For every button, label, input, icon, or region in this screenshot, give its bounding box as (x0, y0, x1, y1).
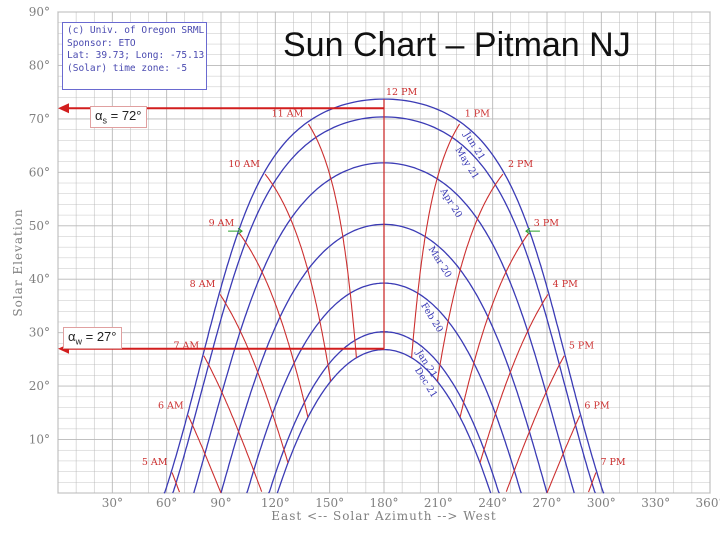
y-tick-label: 20° (29, 379, 50, 393)
arrow-left-icon (58, 103, 69, 114)
hour-line-curve (587, 472, 597, 493)
x-tick-label: 180° (370, 496, 399, 510)
x-tick-label: 360° (696, 496, 720, 510)
hour-line-curve (459, 232, 530, 418)
y-tick-label: 90° (29, 5, 50, 19)
hour-line-curve (546, 415, 581, 494)
hour-line-label: 1 PM (465, 108, 490, 119)
y-tick-label: 40° (29, 272, 50, 286)
hour-line-label: 7 AM (173, 341, 199, 352)
x-tick-label: 210° (424, 496, 453, 510)
y-tick-label: 30° (29, 326, 50, 340)
info-line-1: (c) Univ. of Oregon SRML (67, 25, 205, 36)
hour-line-curve (264, 173, 332, 382)
date-path-label: Apr 20 (437, 186, 464, 220)
hour-line-label: 7 PM (600, 457, 625, 468)
info-line-4: (Solar) time zone: -5 (67, 62, 188, 74)
hour-line-curve (505, 355, 565, 492)
summer-altitude-value: = 72° (107, 108, 142, 123)
info-line-3: Lat: 39.73; Long: -75.13 (67, 50, 205, 62)
hour-line-label: 6 PM (584, 400, 609, 411)
hour-line-curve (171, 472, 181, 493)
hour-line-label: 4 PM (553, 279, 578, 290)
x-tick-label: 90° (210, 496, 231, 510)
slide-title: Sun Chart – Pitman NJ (283, 26, 631, 64)
hour-line-label: 11 AM (272, 108, 304, 119)
y-tick-label: 70° (29, 112, 50, 126)
x-tick-label: 270° (533, 496, 562, 510)
info-line-2: Sponsor: ETO (67, 37, 136, 49)
y-tick-labels: 10° 20° 30° 40° 50° 60° 70° 80° 90° (29, 5, 50, 447)
hour-line-curve (307, 123, 357, 358)
hour-line-curve (187, 415, 222, 494)
x-tick-label: 240° (478, 496, 507, 510)
hour-line-curves (171, 99, 597, 494)
hour-line-label: 5 AM (142, 457, 168, 468)
hour-line-curve (238, 232, 309, 418)
summer-altitude-callout: αs = 72° (90, 106, 147, 128)
alpha-subscript: s (102, 115, 108, 126)
hour-line-label: 9 AM (209, 218, 235, 229)
winter-altitude-value: = 27° (82, 329, 117, 344)
hour-line-label: 5 PM (569, 341, 594, 352)
x-tick-label: 60° (156, 496, 177, 510)
hour-line-label: 3 PM (534, 218, 559, 229)
alpha-symbol: α (95, 108, 103, 123)
hour-line-label: 8 AM (190, 279, 216, 290)
hour-line-curve (219, 294, 289, 463)
hour-line-label: 10 AM (228, 159, 260, 170)
x-tick-label: 150° (315, 496, 344, 510)
hour-line-curve (479, 294, 549, 463)
arrow-right-icon (237, 227, 243, 235)
x-tick-labels: 30° 60° 90° 120° 150° 180° 210° 240° 270° 300° 330… (102, 496, 720, 510)
chart-info-box: (c) Univ. of Oregon SRML Sponsor: ETO La… (62, 22, 207, 90)
hour-line-labels: 5 AM 6 AM 7 AM 8 AM 9 AM 10 AM 11 AM 12 PM 1 PM 2… (142, 87, 626, 468)
hour-line-label: 2 PM (508, 159, 533, 170)
hour-line-label: 6 AM (158, 400, 184, 411)
x-tick-label: 120° (261, 496, 290, 510)
arrow-left-icon (525, 227, 531, 235)
y-tick-label: 60° (29, 165, 50, 179)
x-axis-label: East <-- Solar Azimuth --> West (271, 509, 496, 523)
alpha-symbol: α (68, 329, 76, 344)
alpha-subscript: w (75, 336, 83, 347)
hour-line-label: 12 PM (386, 87, 418, 98)
x-tick-label: 330° (641, 496, 670, 510)
y-axis-label: Solar Elevation (11, 208, 25, 316)
y-tick-label: 10° (29, 433, 50, 447)
hour-line-curve (436, 173, 504, 382)
date-path-label: Feb 20 (418, 301, 445, 335)
winter-altitude-callout: αw = 27° (63, 327, 122, 349)
x-tick-label: 300° (587, 496, 616, 510)
y-tick-label: 80° (29, 58, 50, 72)
hour-line-curve (411, 123, 461, 358)
y-tick-label: 50° (29, 219, 50, 233)
date-path-label: Mar 20 (426, 244, 454, 280)
hour-line-curve (203, 355, 263, 492)
x-tick-label: 30° (102, 496, 123, 510)
